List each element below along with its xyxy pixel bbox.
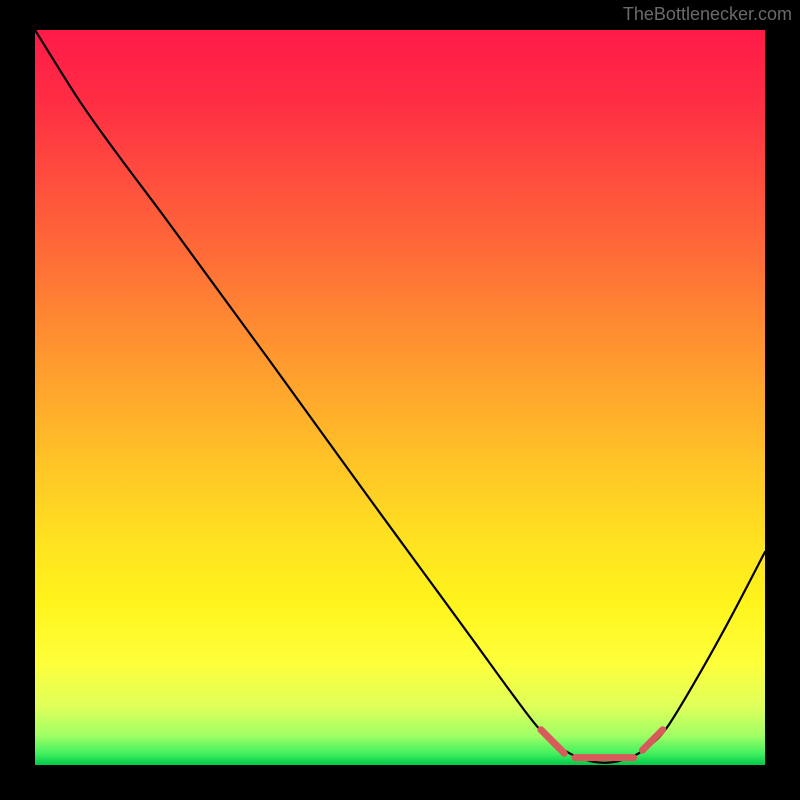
chart-container: TheBottlenecker.com (0, 0, 800, 800)
plot-area (35, 30, 765, 765)
bottleneck-chart (35, 30, 765, 765)
watermark-text: TheBottlenecker.com (623, 4, 792, 25)
